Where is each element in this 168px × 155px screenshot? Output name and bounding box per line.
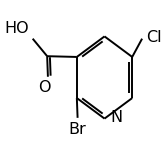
Text: Br: Br [69, 122, 87, 137]
Text: N: N [110, 110, 122, 125]
Text: O: O [38, 80, 50, 95]
Text: Cl: Cl [146, 30, 161, 45]
Text: HO: HO [4, 21, 29, 36]
